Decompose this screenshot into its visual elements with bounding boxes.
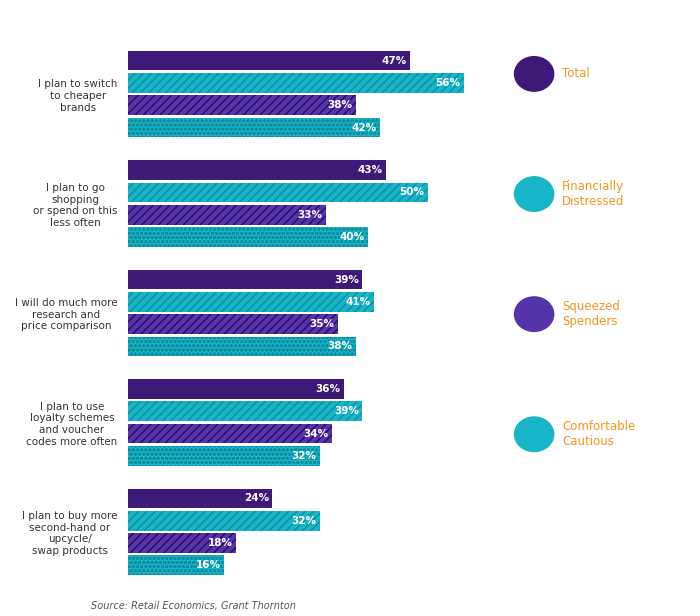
Text: 47%: 47% bbox=[382, 55, 407, 66]
Text: 34%: 34% bbox=[304, 429, 329, 439]
Bar bbox=[128, 336, 356, 356]
Bar bbox=[128, 205, 326, 224]
Bar bbox=[128, 227, 368, 247]
Text: 39%: 39% bbox=[334, 275, 358, 285]
Bar bbox=[128, 73, 463, 93]
Bar bbox=[128, 488, 272, 508]
Text: 39%: 39% bbox=[334, 407, 358, 416]
Text: 33%: 33% bbox=[298, 209, 323, 220]
Text: 38%: 38% bbox=[328, 100, 353, 110]
Bar bbox=[128, 556, 224, 575]
Bar bbox=[128, 292, 374, 312]
Bar bbox=[128, 424, 332, 444]
Text: Financially
Distressed: Financially Distressed bbox=[562, 180, 624, 208]
Text: 24%: 24% bbox=[244, 493, 269, 503]
Bar bbox=[128, 533, 236, 553]
Text: 50%: 50% bbox=[400, 187, 425, 197]
Text: Total: Total bbox=[562, 67, 590, 81]
Text: 40%: 40% bbox=[340, 232, 365, 242]
Bar bbox=[128, 95, 356, 115]
Text: Comfortable
Cautious: Comfortable Cautious bbox=[562, 420, 636, 448]
Bar bbox=[128, 118, 379, 137]
Bar bbox=[128, 446, 320, 466]
Bar bbox=[128, 160, 386, 180]
Text: 56%: 56% bbox=[435, 78, 461, 88]
Text: 16%: 16% bbox=[196, 561, 221, 570]
Text: 35%: 35% bbox=[309, 319, 335, 329]
Bar bbox=[128, 182, 428, 202]
Bar bbox=[128, 511, 320, 530]
Bar bbox=[128, 292, 374, 312]
Bar bbox=[128, 533, 236, 553]
Bar bbox=[128, 270, 362, 290]
Bar bbox=[128, 314, 337, 334]
Text: 38%: 38% bbox=[328, 341, 353, 351]
Bar bbox=[128, 336, 356, 356]
Text: 41%: 41% bbox=[346, 297, 371, 307]
Text: 32%: 32% bbox=[292, 451, 317, 461]
Bar bbox=[128, 402, 362, 421]
Bar bbox=[128, 205, 326, 224]
Text: 32%: 32% bbox=[292, 516, 317, 525]
Bar bbox=[128, 51, 410, 70]
Text: 36%: 36% bbox=[316, 384, 341, 394]
Bar bbox=[128, 446, 320, 466]
Text: Source: Retail Economics, Grant Thornton: Source: Retail Economics, Grant Thornton bbox=[91, 601, 296, 610]
Bar bbox=[128, 95, 356, 115]
Bar bbox=[128, 402, 362, 421]
Bar bbox=[128, 379, 344, 399]
Text: 42%: 42% bbox=[351, 123, 377, 132]
Text: 43%: 43% bbox=[358, 165, 383, 175]
Bar bbox=[128, 118, 379, 137]
Bar bbox=[128, 73, 463, 93]
Bar bbox=[128, 556, 224, 575]
Text: 18%: 18% bbox=[208, 538, 233, 548]
Bar bbox=[128, 424, 332, 444]
Bar bbox=[128, 182, 428, 202]
Bar bbox=[128, 314, 337, 334]
Bar bbox=[128, 227, 368, 247]
Bar bbox=[128, 511, 320, 530]
Text: Squeezed
Spenders: Squeezed Spenders bbox=[562, 300, 620, 328]
